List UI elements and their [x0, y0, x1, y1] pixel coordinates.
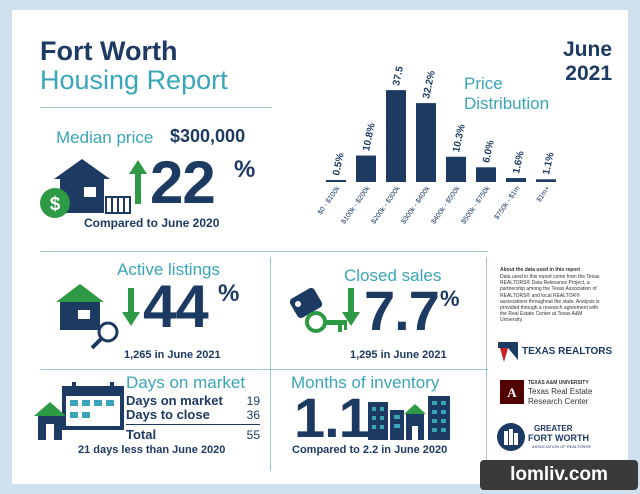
value-label-0: 0.5%: [331, 152, 347, 177]
distribution-title-line1: Price: [464, 74, 503, 93]
category-label-5: $500k - $750k: [460, 185, 491, 226]
report-year: 2021: [565, 62, 612, 85]
closed-change: 7.7: [364, 279, 440, 342]
house-magnifier-icon: [56, 284, 119, 350]
days-row-1-value: 19: [246, 394, 260, 408]
price-distribution-chart: 0.5% $0 - $100k 10.8% $100k - $200k 37.5% $20…: [317, 66, 557, 226]
bar-1: [356, 155, 376, 182]
house-dollar-icon: $: [40, 159, 131, 218]
value-label-6: 1.6%: [511, 150, 527, 175]
gfw-line1: GREATER: [534, 424, 573, 433]
value-label-7: 1.1%: [541, 151, 557, 176]
days-label: Days on market: [126, 373, 246, 392]
inventory-compare: Compared to 2.2 in June 2020: [292, 444, 448, 456]
days-total-value: 55: [246, 428, 260, 442]
days-total-label: Total: [126, 427, 157, 442]
value-label-4: 10.3%: [451, 123, 468, 153]
sidebar-divider: [486, 257, 487, 471]
category-label-7: $1m+: [536, 185, 552, 204]
closed-sub: 1,295 in June 2021: [350, 349, 447, 361]
closed-label: Closed sales: [344, 266, 442, 285]
row-divider-1: [40, 251, 488, 252]
tamu-line1: Texas Real Estate: [528, 387, 593, 396]
svg-text:A: A: [507, 385, 517, 400]
bar-6: [506, 178, 526, 182]
bar-4: [446, 156, 466, 182]
closed-pct: %: [440, 286, 460, 311]
gfw-line2: FORT WORTH: [528, 433, 589, 443]
bar-2: [386, 90, 406, 182]
column-divider: [270, 257, 271, 471]
up-arrow-icon: [129, 160, 147, 204]
median-pct: %: [234, 156, 255, 183]
bar-0: [326, 180, 346, 182]
value-label-1: 10.8%: [361, 122, 378, 152]
days-row-2-label: Days to close: [126, 407, 210, 422]
report-title: Fort Worth: [40, 36, 178, 66]
report-month: June: [562, 38, 612, 61]
down-arrow-icon: [342, 288, 360, 326]
value-label-5: 6.0%: [481, 139, 497, 164]
gfw-logo-icon: [497, 423, 525, 451]
category-label-1: $100k - $200k: [340, 185, 371, 226]
active-label: Active listings: [117, 260, 220, 279]
title-divider: [40, 107, 272, 108]
texas-realtors-logo: TEXAS REALTORS: [522, 346, 613, 357]
active-pct: %: [218, 280, 239, 307]
category-label-0: $0 - $100k: [317, 185, 342, 217]
inventory-value: 1.1: [294, 386, 370, 449]
calendar-icon: [34, 382, 124, 440]
city-buildings-icon: [368, 396, 450, 440]
gfw-line3: ASSOCIATION OF REALTORS®: [532, 444, 591, 449]
distribution-title-line2: Distribution: [464, 94, 550, 113]
median-label: Median price: [56, 128, 154, 147]
report-card: Fort Worth Housing Report June 2021 Medi…: [12, 10, 628, 484]
days-total-rule: [126, 424, 260, 425]
about-heading: About the data used in this report: [500, 267, 581, 273]
category-label-4: $400k - $500k: [430, 185, 461, 226]
median-price: $300,000: [170, 126, 246, 146]
value-label-3: 32.2%: [421, 70, 438, 100]
svg-text:$: $: [50, 194, 61, 215]
texas-am-logo-icon: A: [500, 380, 524, 404]
median-compare: Compared to June 2020: [84, 216, 220, 230]
days-row-2-value: 36: [246, 408, 260, 422]
category-label-6: $750k - $1m: [494, 185, 522, 221]
watermark: lomliv.com: [480, 460, 638, 490]
bar-5: [476, 167, 496, 182]
texas-realtors-logo-icon: [498, 342, 518, 362]
category-label-3: $300k - $400k: [400, 185, 431, 226]
median-change: 22: [150, 149, 216, 216]
days-row-1-label: Days on market: [126, 393, 223, 408]
report-subtitle: Housing Report: [40, 65, 228, 95]
tamu-top: TEXAS A&M UNIVERSITY: [528, 380, 589, 386]
tamu-line2: Research Center: [528, 397, 589, 406]
active-sub: 1,265 in June 2021: [124, 349, 221, 361]
row-divider-2: [40, 369, 488, 370]
key-tag-icon: [289, 287, 347, 333]
bar-7: [536, 179, 556, 182]
inventory-label: Months of inventory: [291, 373, 440, 392]
category-label-2: $200k - $300k: [370, 185, 401, 226]
bar-3: [416, 103, 436, 182]
active-change: 44: [143, 273, 209, 340]
days-footnote: 21 days less than June 2020: [78, 444, 226, 456]
down-arrow-icon: [122, 288, 140, 326]
value-label-2: 37.5%: [391, 66, 408, 87]
about-text: Data used in this report come from the T…: [500, 274, 600, 324]
